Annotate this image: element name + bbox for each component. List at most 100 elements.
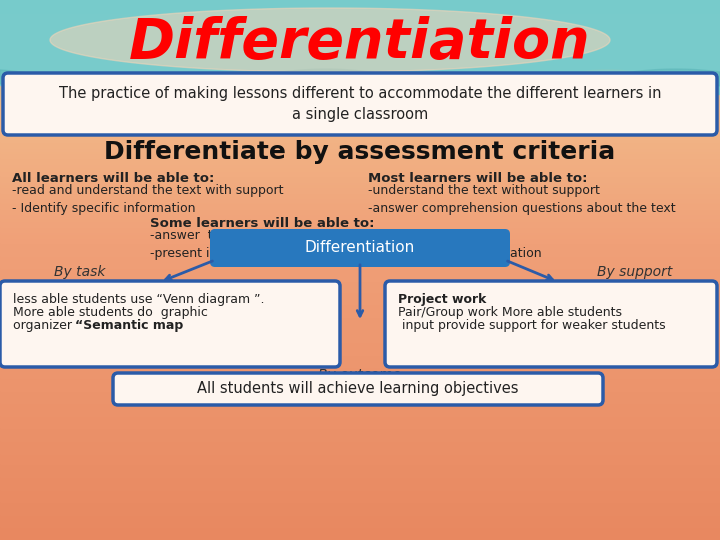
Bar xyxy=(0,429,720,432)
Bar xyxy=(0,362,720,366)
Bar xyxy=(0,68,720,70)
Bar xyxy=(0,33,720,36)
Bar xyxy=(0,305,720,308)
FancyBboxPatch shape xyxy=(0,281,340,367)
Bar xyxy=(0,265,720,268)
Text: input provide support for weaker students: input provide support for weaker student… xyxy=(398,319,665,332)
Bar xyxy=(0,460,720,463)
Bar xyxy=(0,154,720,157)
Bar xyxy=(0,92,720,96)
Bar xyxy=(0,8,720,11)
Bar xyxy=(0,364,720,367)
Bar xyxy=(0,73,720,76)
Bar xyxy=(0,359,720,362)
Bar xyxy=(0,64,720,66)
Bar xyxy=(0,177,720,180)
Bar xyxy=(0,273,720,275)
Bar xyxy=(0,463,720,466)
Bar xyxy=(0,483,720,486)
Bar xyxy=(0,246,720,248)
Bar xyxy=(0,53,720,56)
Bar xyxy=(0,200,720,204)
Bar xyxy=(0,111,720,113)
Bar xyxy=(0,291,720,293)
Bar xyxy=(0,352,720,355)
Bar xyxy=(0,197,720,200)
Text: The practice of making lessons different to accommodate the different learners i: The practice of making lessons different… xyxy=(59,86,661,122)
Bar xyxy=(0,188,720,191)
Bar xyxy=(0,24,720,27)
Bar xyxy=(0,476,720,479)
Bar xyxy=(0,172,720,174)
Bar xyxy=(0,237,720,239)
Bar xyxy=(0,481,720,484)
Bar xyxy=(0,278,720,281)
Bar xyxy=(0,143,720,146)
Bar xyxy=(0,183,720,185)
Bar xyxy=(0,404,720,407)
Bar xyxy=(0,244,720,247)
Bar xyxy=(0,339,720,342)
Bar xyxy=(0,284,720,286)
Bar xyxy=(0,458,720,461)
Text: By support: By support xyxy=(598,265,672,279)
Bar xyxy=(0,251,720,254)
Bar xyxy=(0,202,720,205)
Bar xyxy=(0,392,720,394)
Bar xyxy=(0,357,720,360)
Bar xyxy=(0,132,720,135)
Bar xyxy=(0,123,720,126)
Bar xyxy=(0,253,720,255)
Bar xyxy=(0,530,720,533)
Bar xyxy=(0,44,720,47)
Bar xyxy=(0,285,720,288)
Bar xyxy=(0,69,720,72)
Bar xyxy=(0,409,720,412)
Bar xyxy=(0,136,720,139)
Bar xyxy=(0,393,720,396)
Bar xyxy=(0,537,720,540)
Text: By outcome: By outcome xyxy=(318,368,402,382)
Bar xyxy=(0,526,720,529)
Text: Project work: Project work xyxy=(398,293,487,306)
Bar xyxy=(0,516,720,518)
Bar xyxy=(0,219,720,221)
Bar xyxy=(0,296,720,299)
Bar xyxy=(0,300,720,302)
Bar xyxy=(0,249,720,252)
Text: Differentiate by assessment criteria: Differentiate by assessment criteria xyxy=(104,140,616,164)
Bar xyxy=(0,19,720,22)
Bar xyxy=(0,6,720,9)
Text: Some learners will be able to:: Some learners will be able to: xyxy=(150,217,374,230)
Bar xyxy=(0,503,720,506)
Bar xyxy=(0,14,720,16)
Bar xyxy=(0,395,720,398)
Bar xyxy=(0,368,720,371)
Bar xyxy=(0,119,720,123)
Bar xyxy=(0,42,720,45)
Bar xyxy=(0,505,720,508)
Bar xyxy=(0,523,720,525)
Bar xyxy=(0,227,720,231)
Bar xyxy=(0,51,720,54)
Bar xyxy=(0,462,720,464)
Text: Differentiation: Differentiation xyxy=(129,16,591,70)
Text: More able students do  graphic: More able students do graphic xyxy=(13,306,208,319)
Bar xyxy=(0,494,720,497)
Bar xyxy=(0,30,720,32)
Bar xyxy=(0,328,720,331)
Bar xyxy=(0,91,720,93)
Bar xyxy=(0,310,720,313)
Bar xyxy=(0,96,720,99)
Bar xyxy=(0,449,720,452)
Bar xyxy=(0,435,720,437)
Bar xyxy=(0,37,720,39)
Bar xyxy=(0,308,720,312)
Bar xyxy=(0,334,720,336)
Bar xyxy=(0,3,720,5)
Bar xyxy=(0,534,720,536)
Bar xyxy=(0,521,720,524)
Bar xyxy=(0,372,720,374)
Bar xyxy=(0,330,720,333)
Bar xyxy=(0,447,720,450)
